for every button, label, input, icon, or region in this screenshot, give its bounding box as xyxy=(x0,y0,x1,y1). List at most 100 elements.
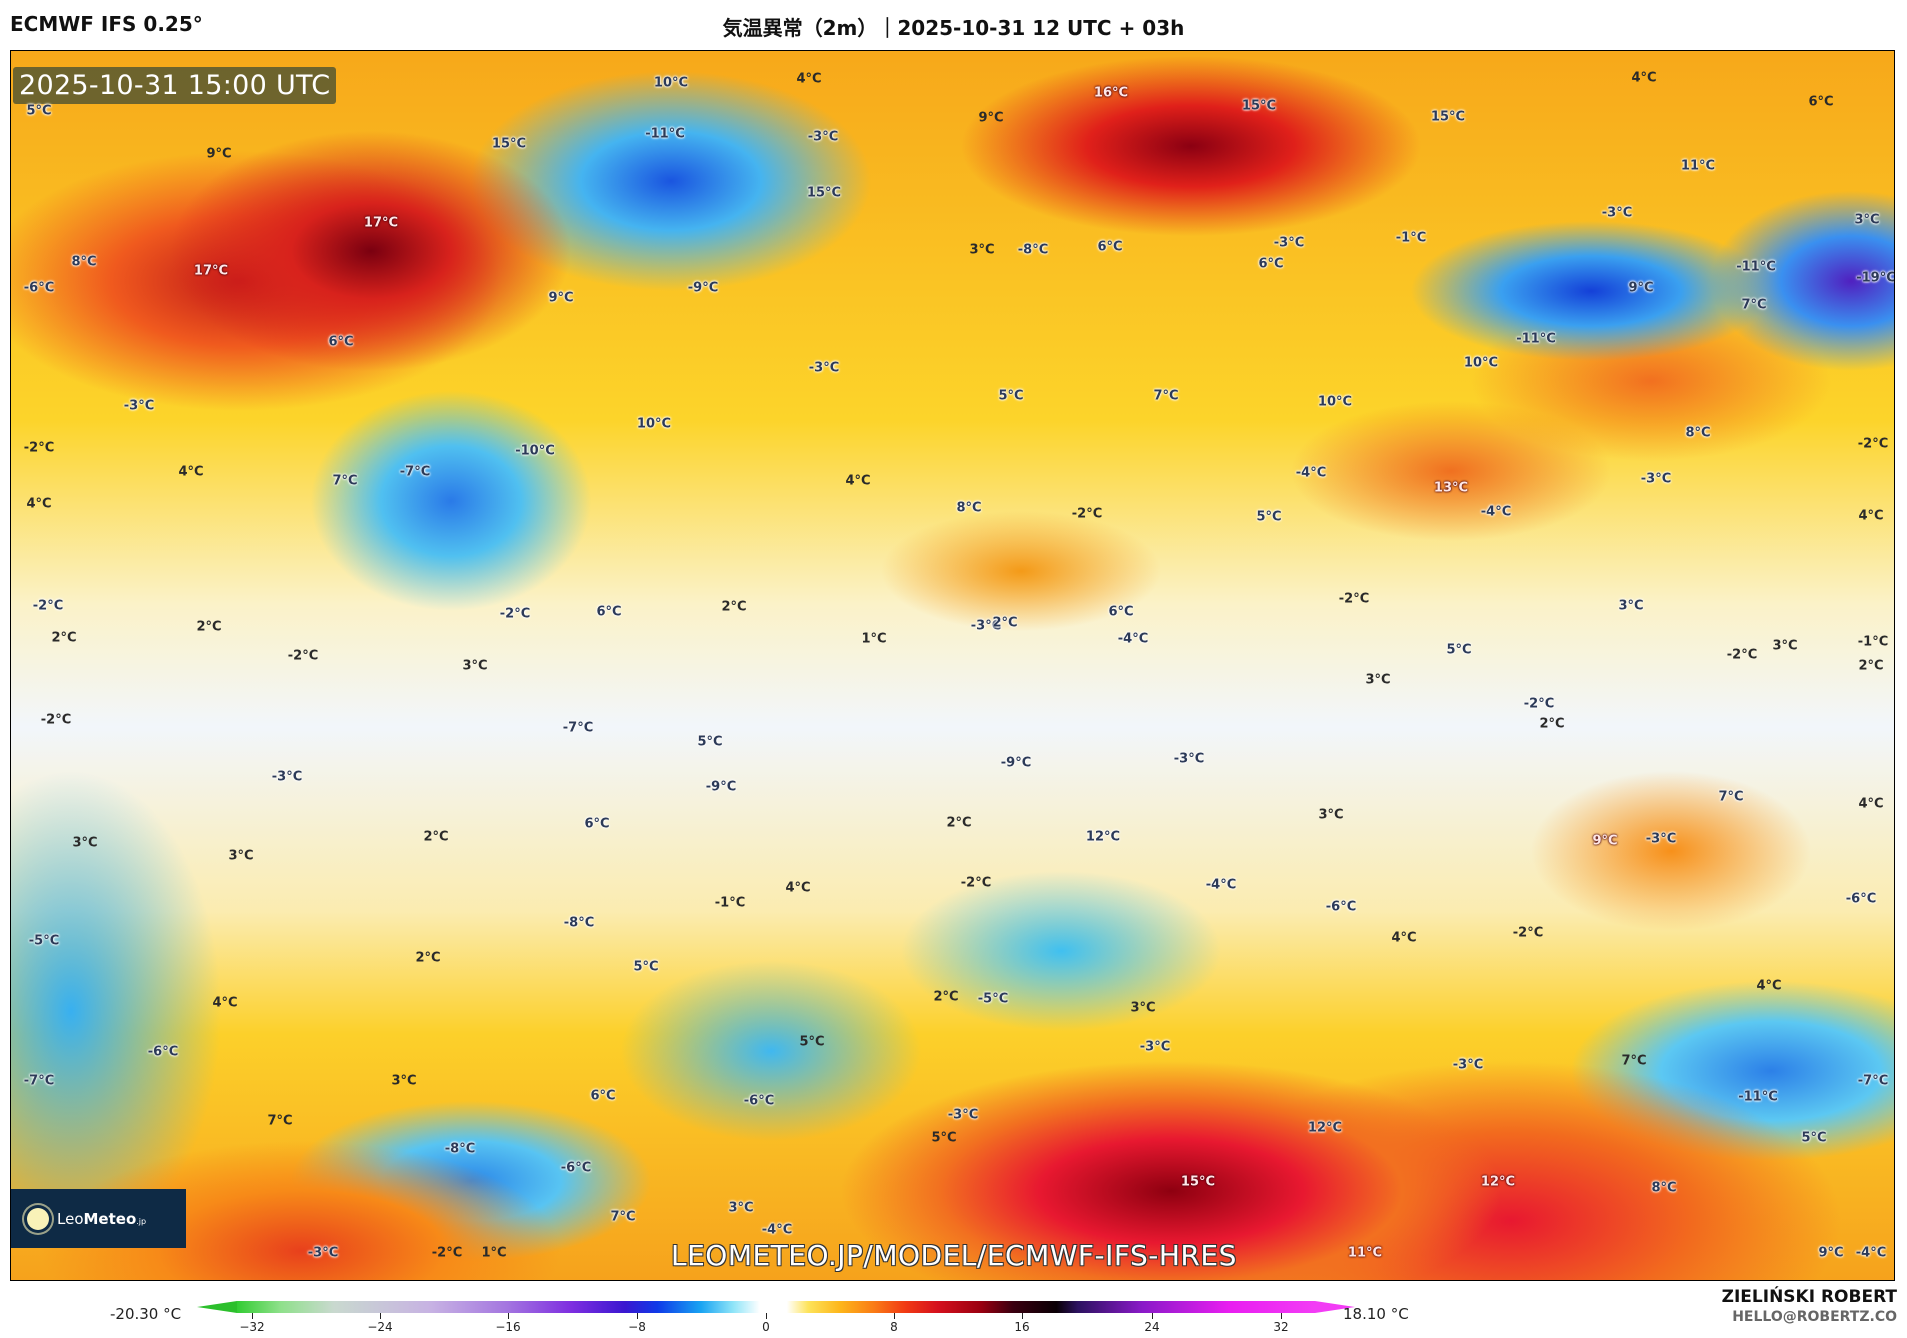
temperature-label: 9°C xyxy=(1628,280,1654,296)
temperature-label: -2°C xyxy=(1071,506,1103,522)
temperature-label: 12°C xyxy=(1307,1120,1343,1136)
temperature-label: -2°C xyxy=(287,648,319,664)
colorbar-tick xyxy=(252,1313,253,1319)
temperature-label: 6°C xyxy=(1258,256,1284,272)
temperature-label: -2°C xyxy=(40,712,72,728)
temperature-label: -3°C xyxy=(808,360,840,376)
colorbar-tick xyxy=(1152,1313,1153,1319)
temperature-label: -7°C xyxy=(23,1073,55,1089)
temperature-label: 9°C xyxy=(206,146,232,162)
temperature-label: -4°C xyxy=(1855,1245,1887,1261)
temperature-label: 7°C xyxy=(1153,388,1179,404)
temperature-anomaly-map: 2025-10-31 15:00 UTC 10°C 4°C 16°C 15°C 15°C… xyxy=(10,50,1895,1281)
temperature-label: 4°C xyxy=(1391,930,1417,946)
temperature-label: 5°C xyxy=(26,103,52,119)
temperature-label: -3°C xyxy=(1173,751,1205,767)
temperature-label: 13°C xyxy=(1433,480,1469,496)
temperature-label: 4°C xyxy=(1631,70,1657,86)
sun-icon xyxy=(27,1207,49,1230)
temperature-label: 3°C xyxy=(728,1200,754,1216)
colorbar-tick-label: 24 xyxy=(1144,1320,1160,1334)
model-name: ECMWF IFS 0.25° xyxy=(10,12,203,36)
temperature-label: -10°C xyxy=(515,443,555,459)
temperature-label: -4°C xyxy=(1117,631,1149,647)
watermark-url: LEOMETEO.JP/MODEL/ECMWF-IFS-HRES xyxy=(671,1239,1237,1272)
temperature-label: 6°C xyxy=(328,334,354,350)
legend-max-value: 18.10 °C xyxy=(1343,1305,1409,1323)
temperature-label: -2°C xyxy=(32,598,64,614)
temperature-label: 5°C xyxy=(1256,509,1282,525)
temperature-label: 12°C xyxy=(1085,829,1121,845)
temperature-label: 3°C xyxy=(1772,638,1798,654)
temperature-label: 2°C xyxy=(933,989,959,1005)
temperature-label: -4°C xyxy=(761,1222,793,1238)
temperature-label: -1°C xyxy=(1395,230,1427,246)
temperature-label: -11°C xyxy=(1736,259,1776,275)
temperature-label: -6°C xyxy=(743,1093,775,1109)
temperature-label: 8°C xyxy=(1651,1180,1677,1196)
temperature-label: 5°C xyxy=(633,959,659,975)
temperature-label: -3°C xyxy=(970,618,1002,634)
colorbar-tick-label: 32 xyxy=(1273,1320,1289,1334)
temperature-label: -8°C xyxy=(444,1141,476,1157)
temperature-label: -3°C xyxy=(1273,235,1305,251)
temperature-label: 15°C xyxy=(1180,1174,1216,1190)
temperature-label: -3°C xyxy=(307,1245,339,1261)
temperature-label: 10°C xyxy=(1317,394,1353,410)
temperature-label: -2°C xyxy=(431,1245,463,1261)
colorbar-max-arrow xyxy=(1315,1301,1355,1313)
temperature-label: 4°C xyxy=(212,995,238,1011)
temperature-label: -2°C xyxy=(1512,925,1544,941)
temperature-label: 4°C xyxy=(785,880,811,896)
colorbar-tick xyxy=(380,1313,381,1319)
temperature-label: -4°C xyxy=(1295,465,1327,481)
temperature-label: 4°C xyxy=(26,496,52,512)
temperature-label: -3°C xyxy=(1452,1057,1484,1073)
temperature-label: -1°C xyxy=(714,895,746,911)
temperature-label: -1°C xyxy=(1857,634,1889,650)
temperature-label: 17°C xyxy=(193,263,229,279)
temperature-label: 3°C xyxy=(1618,598,1644,614)
temperature-label: 4°C xyxy=(796,71,822,87)
temperature-label: 2°C xyxy=(196,619,222,635)
temperature-label: 6°C xyxy=(590,1088,616,1104)
colorbar-tick xyxy=(766,1313,767,1319)
colorbar-tick-label: −16 xyxy=(495,1320,521,1334)
temperature-label: -8°C xyxy=(563,915,595,931)
temperature-label: 3°C xyxy=(462,658,488,674)
temperature-label: 3°C xyxy=(391,1073,417,1089)
author-credit: ZIELIŃSKI ROBERT HELLO@ROBERTZ.CO xyxy=(1722,1287,1897,1325)
temperature-label: -6°C xyxy=(1325,899,1357,915)
temperature-label: -11°C xyxy=(645,126,685,142)
temperature-label: 5°C xyxy=(1446,642,1472,658)
temperature-label: 15°C xyxy=(806,185,842,201)
temperature-label: 7°C xyxy=(332,473,358,489)
colorbar-tick xyxy=(894,1313,895,1319)
temperature-label: 1°C xyxy=(861,631,887,647)
temperature-label: -11°C xyxy=(1738,1089,1778,1105)
temperature-label: -4°C xyxy=(1205,877,1237,893)
temperature-label: -9°C xyxy=(705,779,737,795)
temperature-label: 16°C xyxy=(1093,85,1129,101)
colorbar-tick-label: 8 xyxy=(890,1320,898,1334)
leometeo-logo[interactable]: LeoMeteo.jp xyxy=(11,1189,186,1248)
temperature-label: 5°C xyxy=(799,1034,825,1050)
temperature-label: 3°C xyxy=(1318,807,1344,823)
temperature-label: 3°C xyxy=(969,242,995,258)
temperature-label: -6°C xyxy=(560,1160,592,1176)
temperature-label: 9°C xyxy=(978,110,1004,126)
temperature-label: 2°C xyxy=(721,599,747,615)
temperature-label: 2°C xyxy=(946,815,972,831)
temperature-label: 8°C xyxy=(956,500,982,516)
temperature-label: -3°C xyxy=(1640,471,1672,487)
temperature-label: -5°C xyxy=(28,933,60,949)
temperature-label: -7°C xyxy=(562,720,594,736)
temperature-label: -19°C xyxy=(1856,270,1895,286)
temperature-label: -3°C xyxy=(271,769,303,785)
temperature-label: -7°C xyxy=(399,464,431,480)
colorbar-min-arrow xyxy=(197,1301,237,1313)
temperature-label: 15°C xyxy=(491,136,527,152)
temperature-label: 3°C xyxy=(72,835,98,851)
temperature-label: -2°C xyxy=(960,875,992,891)
temperature-label: -3°C xyxy=(1645,831,1677,847)
